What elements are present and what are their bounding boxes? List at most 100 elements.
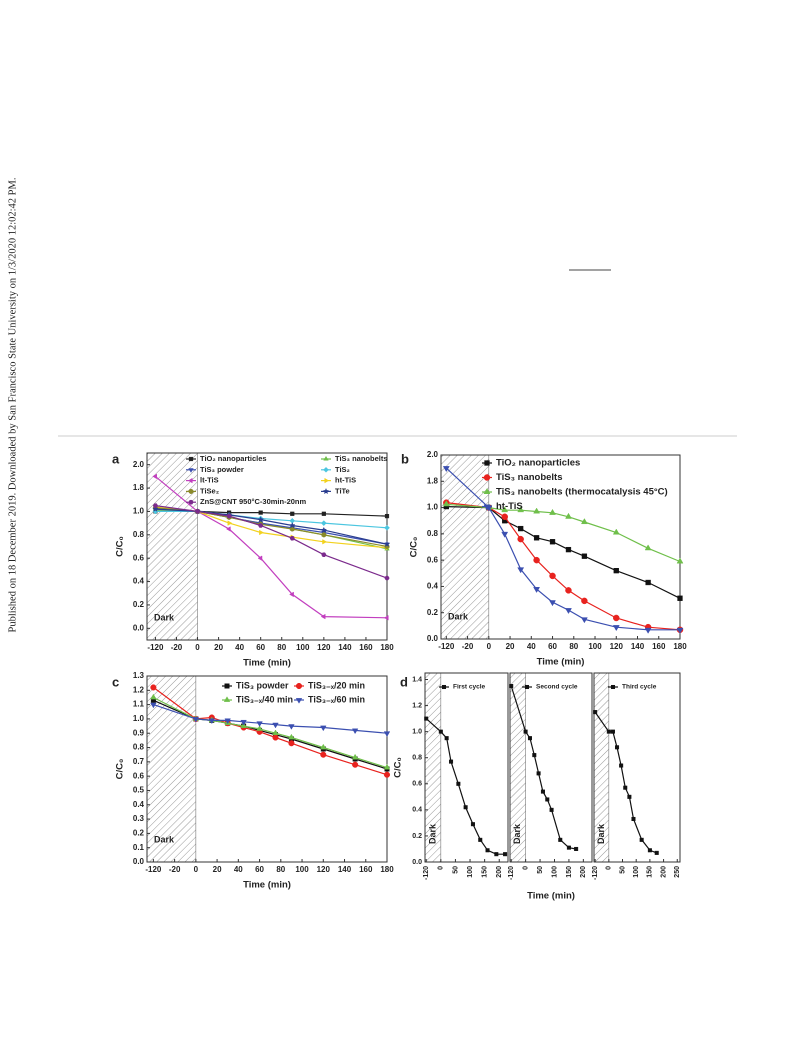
marker	[631, 816, 636, 821]
y-tick-label: 0.5	[133, 786, 145, 795]
x-tick-label: 120	[610, 642, 624, 651]
marker	[256, 721, 263, 727]
marker	[272, 729, 279, 736]
x-tick-label: 150	[647, 866, 654, 878]
legend-label: lt-TiS	[200, 476, 219, 485]
marker	[289, 536, 295, 541]
x-axis-label: Time (min)	[243, 658, 291, 669]
legend-marker	[441, 684, 447, 690]
x-tick-label: -20	[169, 865, 181, 874]
x-tick-label: 180	[673, 642, 687, 651]
marker	[676, 557, 684, 564]
marker	[509, 684, 514, 689]
legend-marker	[295, 682, 303, 690]
marker	[676, 627, 684, 634]
marker	[352, 761, 359, 768]
marker	[384, 524, 390, 531]
x-tick-label: 100	[551, 866, 558, 878]
marker	[566, 845, 571, 850]
x-tick-label: 180	[380, 643, 394, 652]
y-axis-label: C/C₀	[115, 536, 126, 557]
marker	[152, 503, 158, 508]
y-tick-label: 0.2	[412, 833, 422, 840]
x-tick-label: 180	[380, 865, 394, 874]
y-tick-label: 0.0	[412, 859, 422, 866]
marker	[517, 506, 525, 513]
marker	[194, 509, 201, 514]
marker	[574, 846, 579, 851]
marker	[288, 724, 295, 730]
marker	[549, 807, 554, 812]
plot-frame	[509, 672, 593, 863]
legend-label: TiS₃ powder	[236, 680, 289, 690]
x-tick-label: 120	[317, 643, 331, 652]
marker	[501, 513, 508, 521]
marker	[494, 852, 499, 857]
legend-marker	[524, 684, 530, 690]
y-tick-label: 0.3	[133, 814, 145, 823]
y-tick-label: 1.0	[427, 503, 439, 512]
y-tick-label: 0.0	[133, 857, 145, 866]
marker	[523, 729, 528, 734]
x-tick-label: -120	[438, 642, 455, 651]
y-tick-label: 0.0	[427, 634, 439, 643]
x-tick-label: 0	[487, 642, 492, 651]
y-tick-label: 2.0	[133, 460, 145, 469]
marker	[320, 751, 327, 758]
legend-label: TiTe	[335, 486, 350, 495]
y-tick-label: 0.7	[133, 757, 145, 766]
legend-marker	[610, 684, 616, 690]
x-tick-label: 20	[506, 642, 515, 651]
x-tick-label: 50	[619, 866, 626, 874]
legend-marker	[295, 698, 303, 704]
legend-marker	[188, 499, 194, 505]
dark-label: Dark	[596, 823, 606, 844]
legend-label: TiS₃ powder	[200, 465, 244, 474]
y-tick-label: 1.8	[427, 476, 439, 485]
x-tick-label: 200	[580, 866, 587, 878]
x-tick-label: 100	[633, 866, 640, 878]
y-tick-label: 0.0	[133, 623, 145, 632]
marker	[518, 525, 524, 532]
marker	[320, 526, 328, 533]
marker	[351, 728, 359, 735]
y-tick-label: 2.0	[427, 450, 439, 459]
legend-marker	[188, 468, 194, 473]
marker	[549, 600, 556, 607]
marker	[152, 473, 157, 480]
x-tick-label: -20	[171, 643, 183, 652]
marker	[545, 797, 550, 802]
marker	[581, 553, 588, 559]
marker	[449, 759, 454, 764]
marker	[150, 684, 157, 691]
marker	[593, 710, 598, 715]
legend-marker	[322, 487, 330, 495]
plot-frame	[593, 672, 681, 863]
marker	[532, 753, 537, 758]
legend-label: TiS₃ nanobelts	[496, 472, 563, 483]
marker	[259, 529, 264, 536]
y-tick-label: 1.4	[412, 676, 422, 683]
marker	[517, 567, 525, 574]
legend-label: TiS₃₋ₓ/40 min	[236, 694, 293, 704]
marker	[442, 466, 450, 473]
y-tick-label: 1.0	[412, 728, 422, 735]
legend-marker	[323, 455, 329, 461]
y-axis-label: C/C₀	[393, 757, 404, 778]
marker	[558, 837, 563, 842]
marker	[549, 572, 556, 580]
y-tick-label: 1.2	[133, 685, 145, 694]
x-tick-label: 140	[631, 642, 645, 651]
marker	[442, 500, 450, 507]
legend-label: TiS₃₋ₓ/60 min	[308, 694, 365, 704]
panel-label: a	[112, 451, 120, 466]
marker	[226, 526, 231, 532]
x-axis-label: Time (min)	[527, 891, 575, 902]
y-tick-label: 0.6	[133, 771, 145, 780]
marker	[549, 539, 556, 545]
marker	[565, 587, 572, 594]
x-tick-label: 40	[235, 643, 244, 652]
x-tick-label: -120	[508, 866, 515, 880]
legend-label: TiS₃ nanobelts	[335, 454, 388, 463]
legend-label: Third cycle	[622, 684, 657, 691]
